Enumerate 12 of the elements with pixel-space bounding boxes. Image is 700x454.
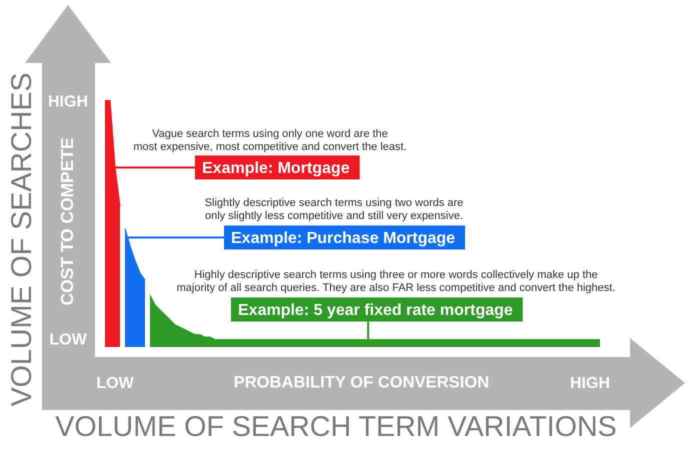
annotation: Example: 5 year fixed rate mortgage	[238, 302, 513, 319]
text: PROBABILITY OF CONVERSION	[234, 372, 490, 392]
annotation: Vague search terms using only one word are the most expensive, most competitive and convert the least.	[133, 128, 407, 153]
annotation: Slightly descriptive search terms using two words are only slightly less competitive and still very expensive.	[204, 197, 464, 222]
y-axis-title: VOLUME OF SEARCHES	[6, 72, 38, 406]
annotation: Highly descriptive search terms using three or more words collectively make up the majority of all search queries. They are also FAR less competitive and convert the highest.	[176, 269, 616, 294]
x-axis-title: VOLUME OF SEARCH TERM VARIATIONS	[55, 410, 617, 443]
annotation: Example: Mortgage	[202, 160, 350, 177]
text: HIGH	[48, 93, 88, 110]
text: LOW	[49, 331, 88, 348]
text: COST TO COMPETE	[56, 138, 77, 306]
annotation: Example: Purchase Mortgage	[231, 230, 456, 247]
